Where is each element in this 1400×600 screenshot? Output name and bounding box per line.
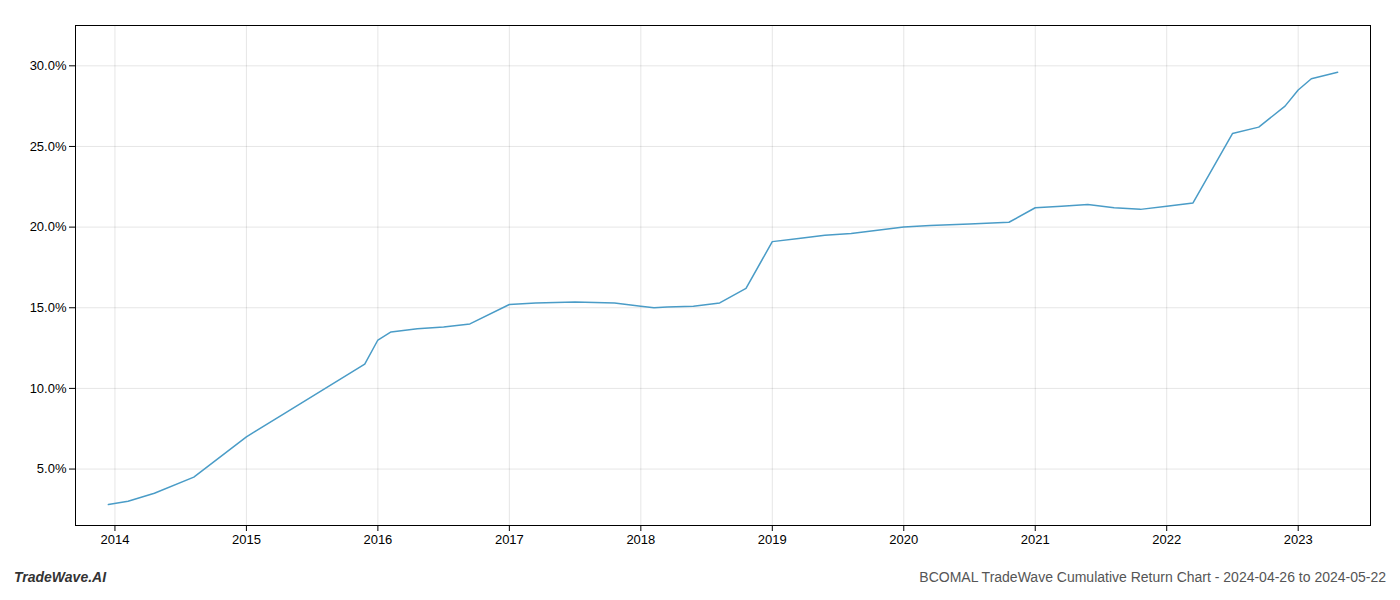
svg-text:2019: 2019 [758,532,787,547]
svg-text:2017: 2017 [495,532,524,547]
html-text:TradeWave.AI: TradeWave.AI [14,569,107,585]
html-text:BCOMAL TradeWave Cumulative Re: BCOMAL TradeWave Cumulative Return Chart… [919,569,1386,585]
svg-text:2018: 2018 [626,532,655,547]
svg-text:2020: 2020 [889,532,918,547]
svg-text:25.0%: 25.0% [30,139,67,154]
svg-text:10.0%: 10.0% [30,381,67,396]
svg-text:15.0%: 15.0% [30,300,67,315]
svg-text:30.0%: 30.0% [30,58,67,73]
svg-text:2016: 2016 [363,532,392,547]
svg-text:2014: 2014 [100,532,129,547]
svg-text:2021: 2021 [1021,532,1050,547]
svg-text:2015: 2015 [232,532,261,547]
svg-text:5.0%: 5.0% [37,461,67,476]
svg-text:2023: 2023 [1284,532,1313,547]
svg-text:20.0%: 20.0% [30,219,67,234]
svg-text:2022: 2022 [1152,532,1181,547]
